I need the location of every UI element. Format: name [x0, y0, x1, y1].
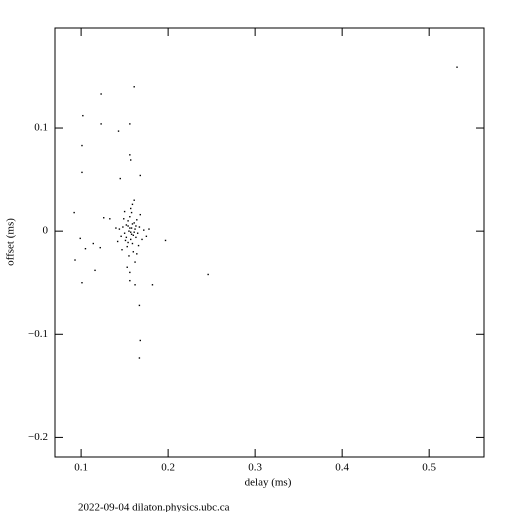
point	[135, 225, 137, 227]
point	[117, 130, 120, 132]
x-tick-label: 0.2	[161, 462, 175, 474]
point	[115, 227, 117, 229]
point	[141, 238, 143, 241]
point	[118, 228, 121, 230]
point	[123, 210, 126, 213]
point	[99, 246, 101, 249]
point	[79, 237, 81, 240]
point	[74, 259, 76, 261]
point	[135, 236, 137, 239]
point	[134, 228, 136, 230]
point	[136, 219, 138, 221]
point	[129, 227, 131, 229]
point	[116, 240, 119, 243]
point	[143, 229, 145, 231]
point	[133, 86, 135, 88]
point	[129, 154, 131, 156]
point	[130, 207, 132, 210]
point	[94, 269, 96, 272]
point	[139, 213, 141, 216]
y-tick-label: 0	[43, 225, 49, 237]
x-tick-label: 0.4	[335, 462, 349, 474]
point	[151, 284, 154, 286]
point	[137, 244, 140, 247]
point	[130, 231, 132, 233]
plot-frame	[54, 27, 485, 458]
point	[134, 284, 136, 286]
point	[126, 266, 128, 268]
point	[120, 235, 122, 238]
point	[139, 174, 141, 177]
x-tick-label: 0.3	[248, 462, 262, 474]
point	[130, 159, 132, 161]
point	[145, 235, 148, 238]
y-tick-label: −0.1	[28, 328, 48, 340]
point	[124, 239, 127, 242]
point	[128, 255, 130, 257]
point	[81, 171, 83, 174]
point	[123, 232, 126, 234]
point	[129, 271, 131, 274]
point	[81, 282, 83, 284]
x-tick-label: 0.1	[74, 462, 88, 474]
point	[109, 218, 111, 220]
point	[92, 242, 94, 245]
point	[119, 177, 121, 180]
point	[130, 238, 132, 241]
point	[148, 228, 150, 230]
point	[136, 253, 138, 255]
point	[126, 245, 128, 248]
point	[164, 239, 167, 242]
point	[134, 261, 136, 263]
point	[139, 339, 141, 342]
point	[125, 224, 128, 226]
point	[81, 144, 83, 147]
y-tick-label: −0.2	[28, 431, 48, 443]
y-axis-title: offset (ms)	[5, 218, 17, 266]
point	[132, 234, 135, 236]
point	[73, 211, 75, 214]
point	[133, 199, 135, 201]
point	[100, 123, 102, 125]
point	[131, 203, 134, 206]
point	[84, 247, 87, 250]
point	[133, 231, 135, 233]
point	[132, 251, 135, 253]
x-tick-label: 0.5	[422, 462, 436, 474]
point	[125, 236, 128, 239]
point	[127, 220, 129, 222]
point	[456, 66, 458, 68]
point	[128, 230, 130, 232]
point	[131, 242, 134, 245]
point	[133, 222, 135, 224]
point	[103, 217, 105, 219]
point	[130, 233, 133, 235]
x-axis-title: delay (ms)	[245, 477, 292, 489]
footer: 2022-09-04 dilaton.physics.ubc.ca	[78, 502, 230, 512]
point	[138, 226, 141, 228]
point	[122, 226, 124, 228]
point	[138, 357, 141, 359]
point	[138, 304, 141, 307]
point	[123, 218, 125, 220]
point	[127, 241, 129, 244]
point	[127, 225, 129, 227]
point	[129, 216, 131, 218]
point	[130, 211, 133, 214]
point	[207, 273, 209, 276]
point	[131, 223, 134, 225]
point	[130, 227, 133, 229]
point	[129, 123, 131, 125]
point	[82, 114, 84, 117]
y-tick-label: 0.1	[34, 122, 48, 134]
point	[136, 232, 139, 234]
point	[121, 249, 123, 251]
point	[100, 93, 102, 95]
point	[129, 279, 131, 282]
